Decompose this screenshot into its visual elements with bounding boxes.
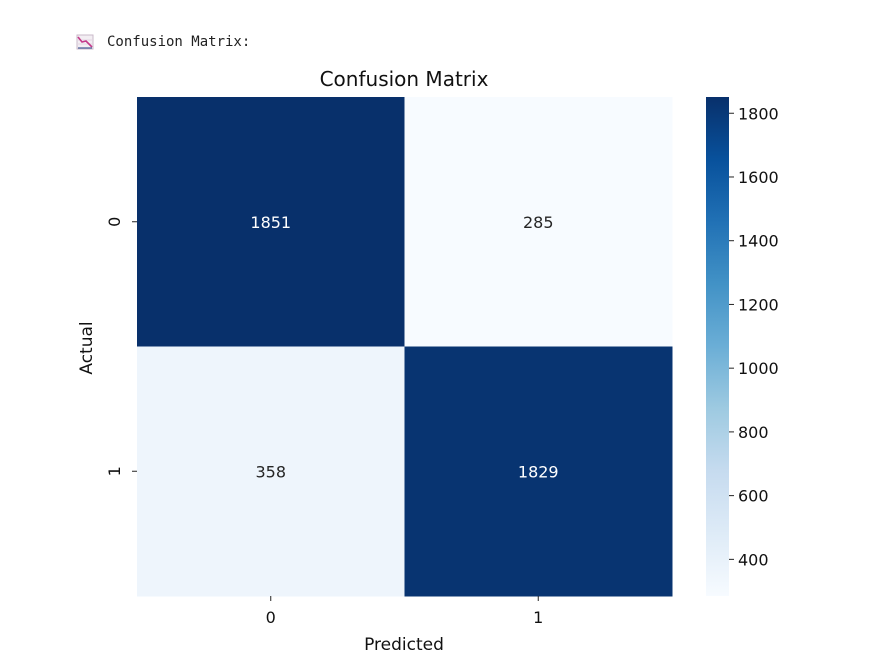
colorbar-tick-label: 800 <box>738 423 769 442</box>
colorbar-ticks: 400 600 800 1000 1200 1400 1600 1800 <box>729 104 779 569</box>
colorbar-tick-label: 1000 <box>738 359 779 378</box>
y-axis-ticks: 01 <box>105 217 137 476</box>
heatmap-cells: 1851 285 358 1829 <box>137 97 673 597</box>
cell-value-label: 285 <box>523 213 554 232</box>
output-line: Confusion Matrix: <box>76 31 250 53</box>
colorbar-tick-label: 1400 <box>738 232 779 251</box>
heatmap-cell <box>404 346 673 597</box>
colorbar <box>706 97 729 596</box>
heatmap-cell <box>137 346 405 597</box>
heatmap-cell <box>404 97 673 347</box>
y-axis-label: Actual <box>77 321 97 374</box>
heatmap-cell <box>137 97 405 347</box>
cell-value-label: 1851 <box>250 213 291 232</box>
x-tick-label: 1 <box>533 608 543 627</box>
colorbar-tick-label: 600 <box>738 487 769 506</box>
colorbar-tick-label: 1800 <box>738 104 779 123</box>
y-tick-label: 1 <box>105 466 124 476</box>
x-axis-label: Predicted <box>364 635 444 655</box>
chart-title: Confusion Matrix <box>320 67 489 91</box>
x-tick-label: 0 <box>266 608 276 627</box>
colorbar-tick-label: 400 <box>738 550 769 569</box>
y-tick-label: 0 <box>105 217 124 227</box>
cell-value-label: 358 <box>255 462 286 481</box>
colorbar-tick-label: 1600 <box>738 168 779 187</box>
cell-value-label: 1829 <box>518 462 559 481</box>
chart-decreasing-icon <box>76 33 94 51</box>
output-label: Confusion Matrix: <box>107 34 251 50</box>
colorbar-tick-label: 1200 <box>738 295 779 314</box>
